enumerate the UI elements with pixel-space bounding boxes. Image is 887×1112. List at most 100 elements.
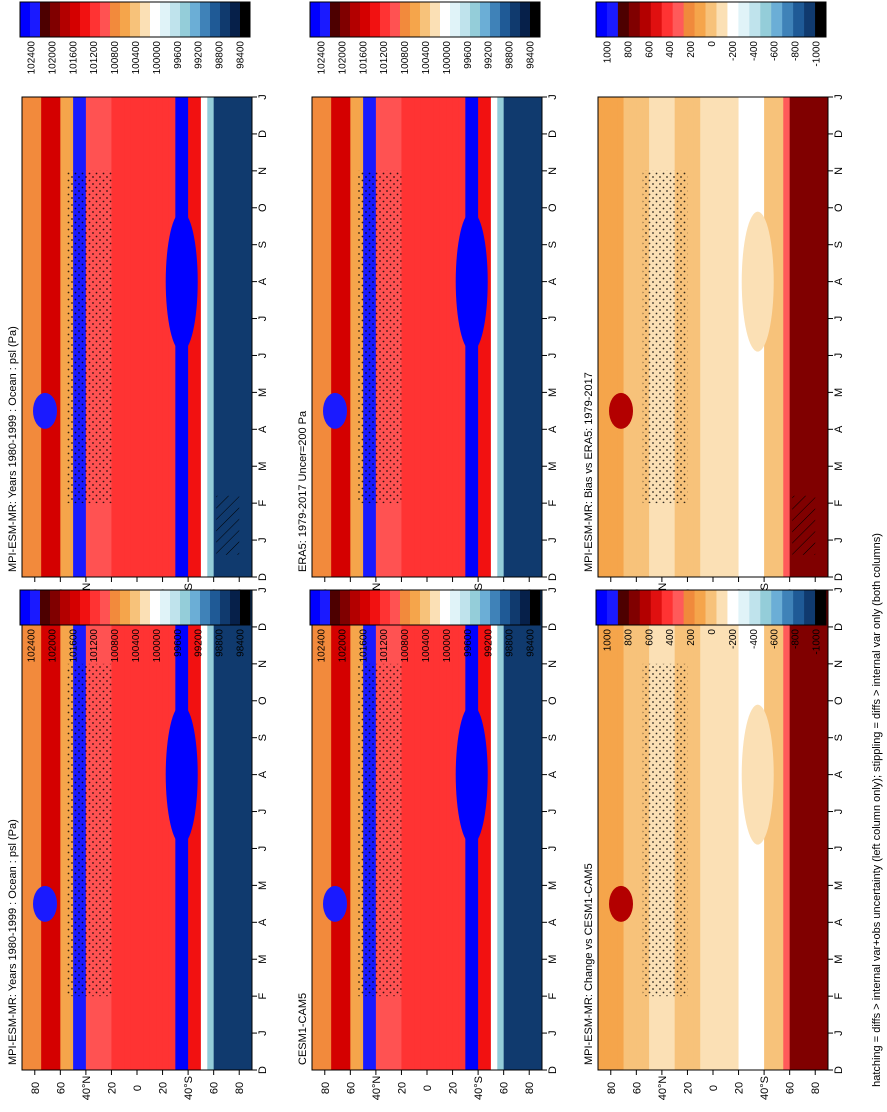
heat-band [764, 97, 771, 577]
heat-band [427, 97, 434, 577]
panel-title: MPI-ESM-MR: Years 1980-1999 : Ocean : ps… [7, 819, 19, 1065]
heat-band [149, 97, 157, 577]
heat-band [764, 590, 771, 1070]
colorbar-label: 100400 [421, 41, 432, 75]
heat-band [516, 97, 524, 577]
x-tick-label: J [833, 316, 845, 322]
x-tick-label: J [833, 94, 845, 100]
colorbar-swatch [100, 590, 111, 625]
heat-band [776, 590, 784, 1070]
x-tick-label: J [257, 353, 269, 359]
x-tick-label: D [547, 1066, 559, 1074]
colorbar-label: 101600 [358, 629, 369, 663]
heat-band [22, 590, 29, 1070]
heat-band [156, 97, 164, 577]
colorbar-swatch [390, 2, 401, 37]
heat-band [239, 97, 247, 577]
heat-band [414, 590, 422, 1070]
x-tick-label: J [257, 1030, 269, 1036]
colorbar-label: 102400 [316, 41, 327, 75]
colorbar-label: 800 [623, 629, 634, 646]
x-tick-label: O [257, 203, 269, 212]
heat-band [318, 97, 326, 577]
heat-band [796, 590, 803, 1070]
heat-band [226, 590, 234, 1070]
colorbar-swatch [782, 590, 794, 625]
colorbar-swatch [40, 2, 51, 37]
heat-band [427, 590, 434, 1070]
heat-band [623, 97, 631, 577]
x-tick-label: A [257, 770, 269, 778]
colorbar-label: 0 [707, 629, 718, 635]
heat-band [687, 97, 695, 577]
heat-band [446, 590, 454, 1070]
colorbar-label: 99200 [194, 41, 205, 69]
colorbar-swatch [380, 590, 391, 625]
colorbar-label: 200 [686, 629, 697, 646]
heat-band [337, 97, 345, 577]
heat-band [636, 590, 644, 1070]
y-tick-label: 60 [785, 1082, 797, 1094]
colorbar-swatch [180, 590, 191, 625]
colorbar-label: 0 [707, 41, 718, 47]
panel-title: CESM1-CAM5 [297, 993, 309, 1065]
heat-band [522, 590, 530, 1070]
heat-band [232, 590, 240, 1070]
x-tick-label: S [257, 241, 269, 248]
heat-band [28, 97, 36, 577]
colorbar-swatch [520, 590, 531, 625]
colorbar-swatch [30, 2, 41, 37]
heat-band [770, 590, 778, 1070]
heat-band [802, 590, 810, 1070]
colorbar-swatch [738, 2, 750, 37]
y-tick-label: 80 [30, 1082, 42, 1094]
heat-band [732, 97, 740, 577]
colorbar-frame [595, 589, 827, 626]
x-tick-label: J [833, 587, 845, 593]
x-tick-label: M [547, 955, 559, 964]
colorbar-swatch [50, 590, 61, 625]
x-tick-label: M [257, 881, 269, 890]
heat-band [796, 97, 803, 577]
heat-band [401, 97, 409, 577]
colorbar-label: 98800 [215, 41, 226, 69]
colorbar-label: 98400 [526, 629, 537, 657]
colorbar-frame [19, 1, 251, 38]
colorbar-swatch [520, 2, 531, 37]
heat-band [200, 97, 208, 577]
heat-band [706, 97, 714, 577]
x-tick-label: J [547, 809, 559, 815]
y-tick-label: 60 [499, 1082, 511, 1094]
y-tick-label: 60 [55, 1082, 67, 1094]
colorbar-swatch [160, 590, 171, 625]
x-tick-label: J [547, 353, 559, 359]
colorbar-swatch [530, 590, 541, 625]
heat-band [821, 590, 829, 1070]
colorbar-swatch [420, 590, 431, 625]
x-tick-label: M [833, 388, 845, 397]
colorbar-label: 100000 [152, 41, 163, 75]
heat-blob [165, 211, 198, 352]
heat-band [789, 590, 797, 1070]
colorbar-swatch [130, 2, 141, 37]
colorbar-swatch [320, 590, 331, 625]
colorbar-swatch [200, 590, 211, 625]
x-tick-label: D [547, 130, 559, 138]
heat-band [207, 97, 215, 577]
colorbar-swatch [771, 590, 783, 625]
heat-band [522, 97, 530, 577]
x-tick-label: S [257, 734, 269, 741]
heat-band [510, 97, 517, 577]
heat-band [124, 97, 132, 577]
colorbar-label: 100000 [152, 629, 163, 663]
x-tick-label: F [257, 500, 269, 507]
colorbar-label: 100800 [110, 629, 121, 663]
heat-band [312, 590, 319, 1070]
colorbar-swatch [360, 2, 371, 37]
colorbar-swatch [672, 2, 685, 37]
x-tick-label: D [547, 623, 559, 631]
heat-band [700, 97, 708, 577]
heat-band [452, 590, 460, 1070]
heat-band [725, 97, 733, 577]
colorbar-swatch [360, 590, 371, 625]
